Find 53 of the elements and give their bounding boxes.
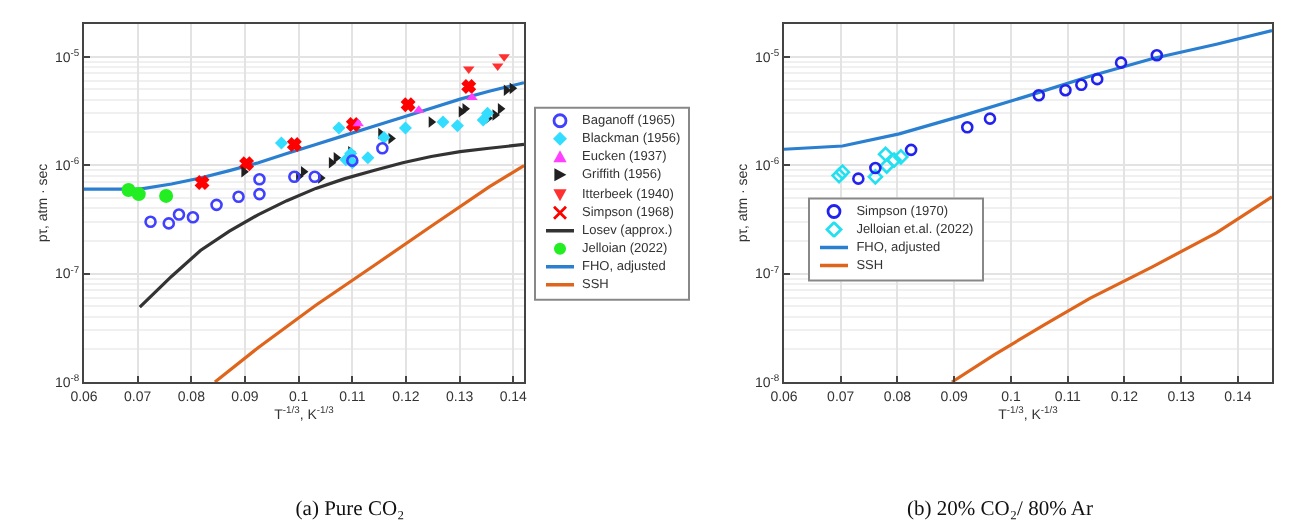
- point: [1032, 89, 1046, 102]
- point: [288, 170, 301, 184]
- point: [253, 187, 266, 201]
- point: [232, 190, 245, 204]
- point: [428, 116, 437, 128]
- point: [308, 170, 322, 184]
- point: [904, 143, 918, 157]
- point: [172, 208, 186, 221]
- point: [1114, 56, 1128, 69]
- point: [376, 141, 389, 155]
- line-series: [784, 28, 1272, 151]
- point: [144, 215, 157, 229]
- point: [834, 164, 851, 180]
- point: [159, 188, 174, 203]
- text: (b) 20% CO₂/ 80% Ar: [907, 499, 1094, 522]
- point: [210, 198, 223, 212]
- point: [401, 97, 416, 112]
- point: [361, 151, 375, 165]
- point: [398, 121, 412, 135]
- point: [886, 152, 902, 168]
- point: [869, 161, 882, 175]
- point: [239, 156, 254, 171]
- point: [852, 172, 865, 185]
- point: [1059, 83, 1072, 97]
- point: [461, 79, 476, 94]
- point: [131, 187, 146, 202]
- point: [893, 149, 909, 165]
- point: [274, 136, 288, 150]
- point: [867, 169, 884, 185]
- point: [450, 119, 464, 133]
- point: [332, 121, 346, 135]
- point: [877, 146, 894, 163]
- point: [253, 172, 266, 186]
- point: [162, 217, 176, 230]
- point: [960, 121, 974, 134]
- point: [1150, 48, 1164, 62]
- point: [195, 175, 209, 190]
- point: [481, 106, 495, 120]
- line-series: [138, 142, 524, 309]
- point: [831, 167, 847, 184]
- point: [983, 112, 997, 125]
- point: [1075, 78, 1088, 92]
- point: [436, 115, 450, 129]
- text: (a) Pure CO₂: [295, 499, 406, 522]
- point: [287, 137, 302, 152]
- point: [1090, 72, 1104, 86]
- point: [186, 211, 200, 224]
- point: [377, 130, 391, 144]
- point: [878, 158, 895, 174]
- point: [352, 118, 364, 127]
- line-series: [213, 163, 524, 382]
- point: [328, 157, 337, 169]
- point: [497, 103, 506, 115]
